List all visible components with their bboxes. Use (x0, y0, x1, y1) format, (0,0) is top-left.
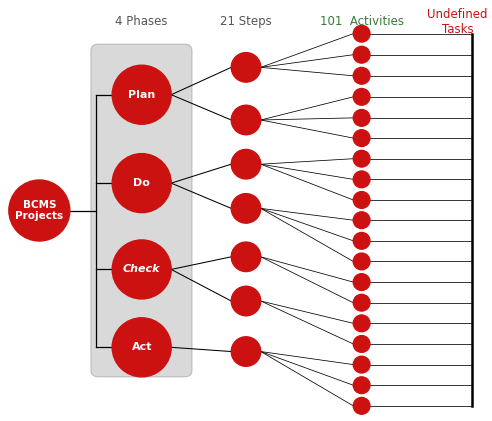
Text: Check: Check (123, 264, 160, 274)
Ellipse shape (353, 315, 370, 332)
Ellipse shape (231, 337, 261, 366)
Text: 101  Activities: 101 Activities (320, 15, 403, 27)
Text: Undefined: Undefined (428, 8, 488, 21)
Ellipse shape (353, 192, 370, 208)
Ellipse shape (353, 356, 370, 373)
Text: 4 Phases: 4 Phases (116, 15, 168, 27)
Ellipse shape (112, 318, 171, 377)
Ellipse shape (231, 149, 261, 179)
Ellipse shape (231, 105, 261, 135)
Ellipse shape (353, 253, 370, 270)
Text: Tasks: Tasks (442, 23, 473, 36)
Ellipse shape (231, 194, 261, 223)
Text: Plan: Plan (128, 90, 155, 100)
Ellipse shape (353, 88, 370, 105)
Ellipse shape (112, 65, 171, 124)
FancyBboxPatch shape (91, 44, 192, 377)
Ellipse shape (353, 212, 370, 229)
Text: Act: Act (131, 342, 152, 352)
Ellipse shape (353, 130, 370, 147)
Ellipse shape (353, 232, 370, 249)
Ellipse shape (231, 242, 261, 272)
Ellipse shape (353, 294, 370, 311)
Ellipse shape (353, 274, 370, 290)
Ellipse shape (353, 46, 370, 63)
Ellipse shape (353, 336, 370, 352)
Text: 21 Steps: 21 Steps (220, 15, 272, 27)
Ellipse shape (112, 240, 171, 299)
Ellipse shape (112, 154, 171, 213)
Text: BCMS
Projects: BCMS Projects (15, 200, 63, 221)
Ellipse shape (353, 150, 370, 167)
Text: Do: Do (133, 178, 150, 188)
Ellipse shape (353, 67, 370, 84)
Ellipse shape (353, 109, 370, 126)
Ellipse shape (353, 377, 370, 394)
Ellipse shape (9, 180, 70, 241)
Ellipse shape (353, 397, 370, 414)
Ellipse shape (231, 286, 261, 316)
Ellipse shape (353, 25, 370, 42)
Ellipse shape (353, 171, 370, 188)
Ellipse shape (231, 53, 261, 82)
